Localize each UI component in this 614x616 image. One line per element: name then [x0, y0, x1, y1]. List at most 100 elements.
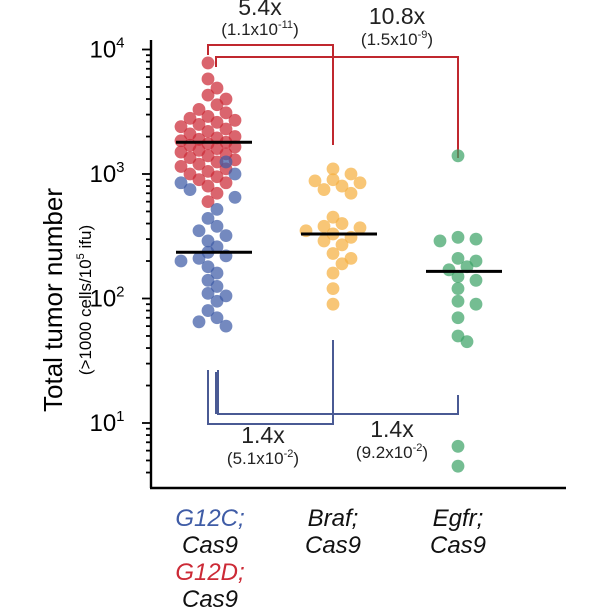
data-point [210, 294, 224, 308]
data-point [210, 219, 224, 233]
data-point [344, 167, 358, 181]
data-point [451, 311, 465, 325]
data-point [317, 183, 331, 196]
category-label-line: G12C; [175, 505, 244, 532]
data-point [326, 297, 340, 311]
fold-change-label: 1.4x [370, 416, 414, 442]
y-axis-sublabel-prefix: (>1000 cells/10 [76, 259, 95, 375]
data-point [451, 270, 465, 283]
p-value-label: (5.1x10-2) [227, 448, 299, 468]
data-point [228, 113, 242, 127]
data-point [201, 260, 215, 274]
y-tick-label: 102 [89, 284, 124, 313]
data-point [201, 195, 215, 209]
comparison-bracket [215, 56, 459, 158]
median-lines [176, 140, 502, 273]
y-axis-label: Total tumor number [38, 188, 68, 412]
y-tick-label: 103 [89, 159, 124, 188]
p-value-label: (9.2x10-2) [356, 442, 428, 462]
data-point [201, 211, 215, 225]
data-point [460, 260, 474, 274]
data-point [210, 98, 224, 112]
data-point [469, 297, 483, 311]
data-point [326, 247, 340, 260]
y-axis-sublabel-sup: 5 [75, 253, 87, 259]
data-point [201, 179, 215, 193]
y-tick-label: 104 [89, 35, 124, 64]
data-point [451, 294, 465, 308]
data-point [317, 234, 331, 248]
data-point [317, 219, 331, 233]
data-point [433, 234, 447, 248]
data-point [335, 257, 349, 271]
data-point [460, 335, 474, 349]
data-point [201, 56, 215, 70]
data-point [201, 286, 215, 300]
data-point [201, 124, 215, 138]
data-point [174, 176, 188, 190]
data-point [469, 232, 483, 246]
data-point [183, 151, 197, 165]
data-point [326, 210, 340, 224]
fold-change-label: 10.8x [369, 3, 426, 29]
data-point [210, 81, 224, 95]
data-point [201, 304, 215, 317]
data-point [326, 162, 340, 176]
data-point [219, 155, 233, 169]
data-point [335, 238, 349, 252]
category-label-line: Braf; [308, 505, 359, 532]
data-point [335, 179, 349, 193]
data-point [174, 254, 188, 268]
data-point [219, 176, 233, 190]
comparison-annotations: 5.4x(1.1x10-11)10.8x(1.5x10-9)1.4x(5.1x1… [221, 0, 433, 468]
data-point [335, 217, 349, 230]
data-point [469, 273, 483, 287]
data-point [326, 282, 340, 296]
data-point [192, 118, 206, 131]
data-point [219, 106, 233, 120]
category-label-line: Cas9 [430, 532, 486, 559]
data-point [210, 202, 224, 216]
data-point [192, 224, 206, 238]
category-label-line: G12D; [175, 559, 244, 586]
data-point [183, 111, 197, 125]
p-value-label: (1.1x10-11) [221, 19, 298, 39]
data-point [174, 160, 188, 173]
data-point [451, 251, 465, 265]
data-point [451, 230, 465, 244]
y-tick-label: 101 [89, 408, 124, 437]
data-point [308, 174, 322, 188]
y-axis-label-group: Total tumor number (>1000 cells/105 ifu) [38, 188, 95, 412]
y-axis-sublabel-suffix: ifu) [76, 225, 95, 253]
category-label-line: Egfr; [433, 505, 484, 532]
data-point [210, 266, 224, 280]
data-point [192, 157, 206, 171]
data-point [201, 273, 215, 287]
data-point [326, 173, 340, 187]
y-axis-sublabel: (>1000 cells/105 ifu) [75, 225, 95, 375]
p-value-label: (1.5x10-9) [361, 29, 433, 49]
data-point [192, 173, 206, 187]
fold-change-label: 1.4x [241, 422, 285, 448]
data-point [192, 315, 206, 329]
data-point [219, 229, 233, 243]
data-point [219, 122, 233, 136]
data-point [210, 115, 224, 129]
data-point [353, 176, 367, 190]
data-point [210, 280, 224, 293]
data-points [174, 56, 483, 473]
data-point [344, 186, 358, 200]
data-point [353, 221, 367, 235]
data-point [192, 103, 206, 116]
data-point [201, 88, 215, 102]
data-point [228, 167, 242, 181]
category-label-line: Cas9 [305, 532, 361, 559]
data-point [210, 186, 224, 200]
category-label-line: Cas9 [182, 532, 238, 559]
comparison-bracket [217, 370, 459, 415]
data-point [210, 170, 224, 184]
data-point [201, 149, 215, 163]
fold-change-label: 5.4x [238, 0, 282, 20]
data-point [228, 190, 242, 204]
data-point [183, 183, 197, 196]
